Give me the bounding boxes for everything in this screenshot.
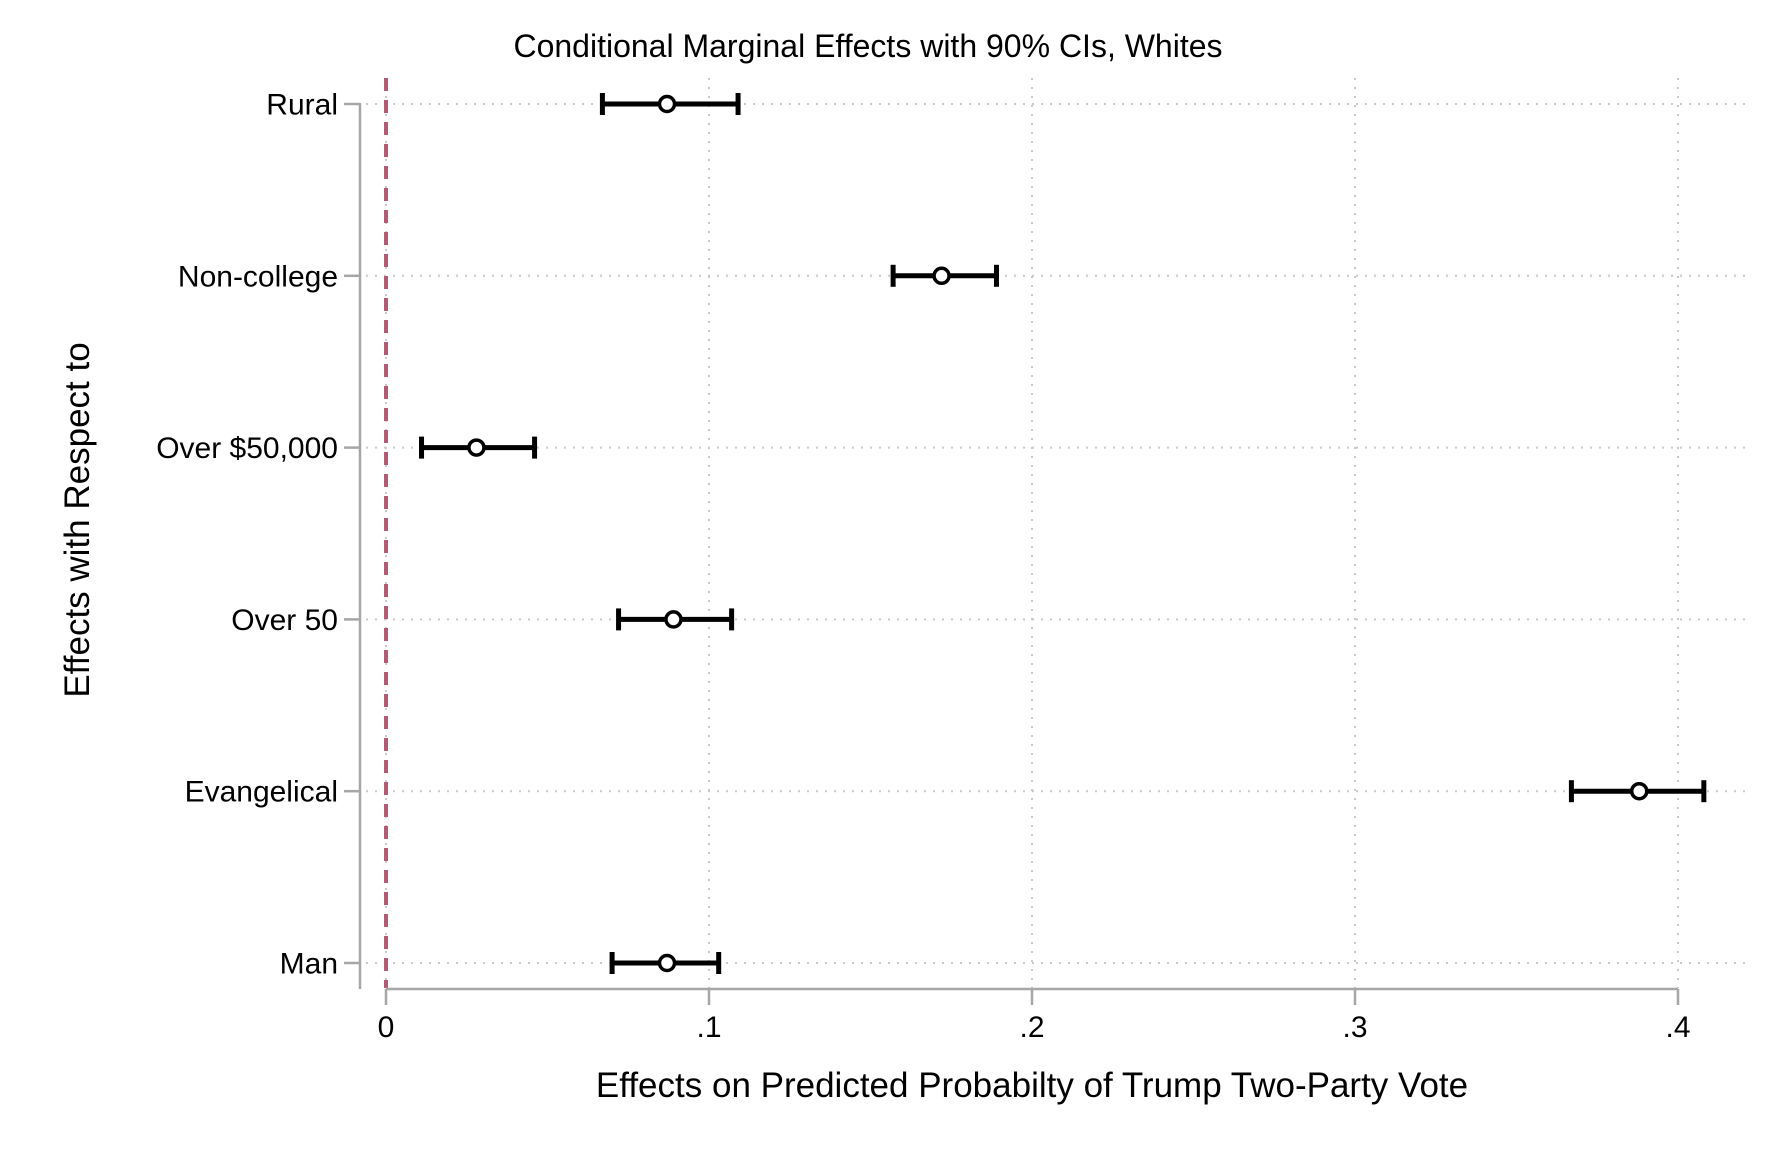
- x-tick-label: .1: [696, 1011, 721, 1044]
- point-marker: [467, 438, 486, 457]
- point-marker: [1629, 781, 1649, 801]
- category-label: Non-college: [178, 260, 338, 293]
- x-tick-label: .3: [1342, 1011, 1367, 1044]
- category-label: Man: [280, 948, 338, 981]
- category-label: Over 50: [231, 604, 338, 637]
- point-marker: [932, 266, 951, 286]
- category-label: Evangelical: [185, 776, 338, 809]
- x-tick-label: .2: [1019, 1011, 1044, 1044]
- x-tick-label: .4: [1665, 1011, 1690, 1044]
- category-label: Over $50,000: [156, 432, 338, 465]
- x-axis-title: Effects on Predicted Probabilty of Trump…: [595, 1066, 1469, 1105]
- point-marker: [657, 94, 677, 114]
- x-tick-label: 0: [378, 1011, 395, 1044]
- point-marker: [664, 610, 683, 629]
- point-marker: [657, 953, 677, 973]
- chart-title: Conditional Marginal Effects with 90% CI…: [513, 28, 1223, 64]
- category-label: Rural: [266, 89, 338, 122]
